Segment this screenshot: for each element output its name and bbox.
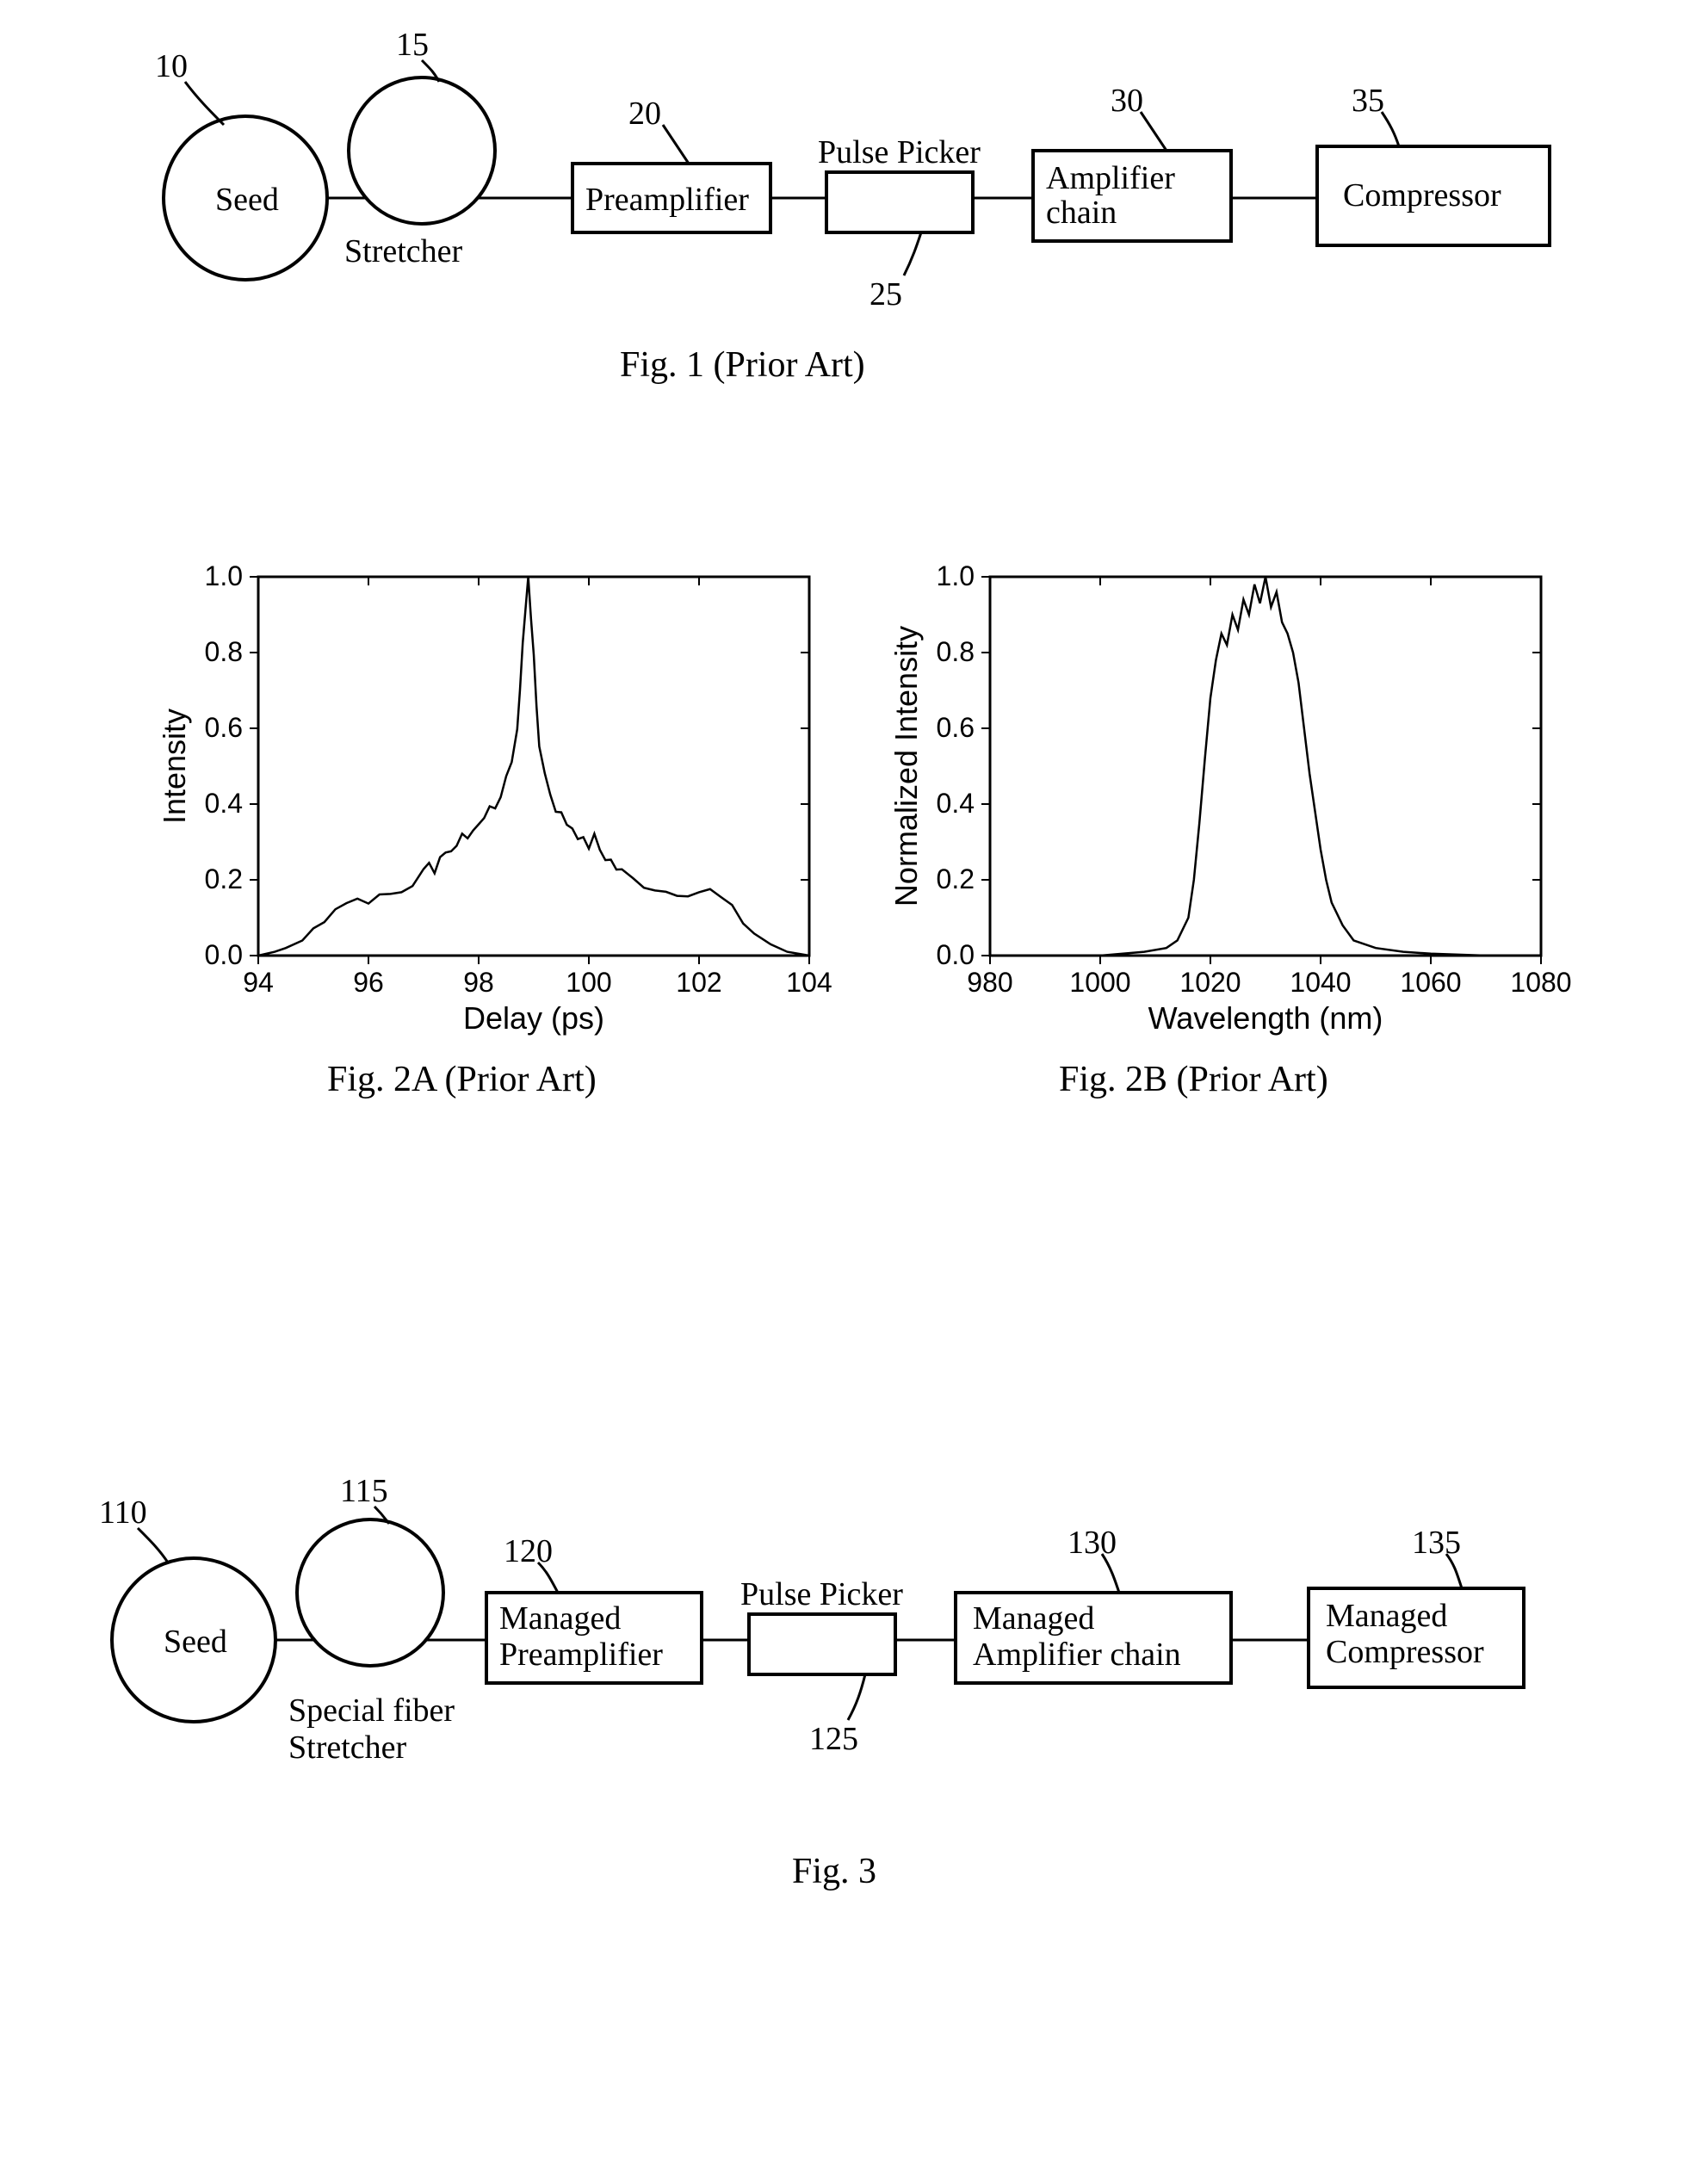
xtick-label: 98 <box>463 967 494 998</box>
fig3-picker-header: Pulse Picker <box>740 1575 903 1613</box>
fig3-amp-num: 130 <box>1068 1524 1117 1562</box>
fig3-callout-picker <box>848 1674 865 1720</box>
fig3-picker-num: 125 <box>809 1720 858 1758</box>
fig1-callout-picker <box>904 232 921 275</box>
xtick-label: 1020 <box>1179 967 1241 998</box>
data-trace <box>258 577 809 956</box>
fig1-callout-preamp <box>663 125 689 164</box>
xtick-label: 100 <box>566 967 611 998</box>
xtick-label: 96 <box>353 967 384 998</box>
fig3-stretcher-circle <box>297 1519 443 1666</box>
xtick-label: 980 <box>967 967 1012 998</box>
fig1-seed-num: 10 <box>155 47 188 85</box>
fig1-callout-comp <box>1382 112 1399 146</box>
xtick-label: 94 <box>243 967 274 998</box>
xlabel: Wavelength (nm) <box>1148 1000 1383 1036</box>
fig1-preamp-num: 20 <box>628 95 661 133</box>
ytick-label: 0.6 <box>937 712 975 743</box>
fig1-amp-text2: chain <box>1046 194 1117 232</box>
fig1-callout-seed <box>185 82 224 125</box>
fig1-callout-amp <box>1141 112 1167 151</box>
fig1-amp-num: 30 <box>1111 82 1143 120</box>
fig3-preamp-num: 120 <box>504 1532 553 1570</box>
xtick-label: 1080 <box>1510 967 1571 998</box>
fig3-preamp-text1: Managed <box>499 1600 621 1637</box>
fig1-picker-header: Pulse Picker <box>818 133 981 171</box>
fig1-preamp-text: Preamplifier <box>585 181 749 219</box>
xlabel: Delay (ps) <box>463 1000 604 1036</box>
fig3-caption: Fig. 3 <box>792 1851 876 1892</box>
fig3-stretcher-text2: Stretcher <box>288 1729 406 1767</box>
fig1-seed-text: Seed <box>215 181 279 219</box>
fig3-stretcher-text1: Special fiber <box>288 1692 455 1730</box>
fig2a-caption: Fig. 2A (Prior Art) <box>327 1059 597 1100</box>
fig3-picker-box <box>749 1614 895 1674</box>
fig1-caption: Fig. 1 (Prior Art) <box>620 344 865 386</box>
ytick-label: 0.6 <box>205 712 243 743</box>
fig2a-chart: 94 96 98 100 102 104 0.0 0.2 0.4 0.6 0.8 1.0 Delay (… <box>0 482 844 1085</box>
plot-frame <box>258 577 809 956</box>
ylabel: Normalized Intensity <box>888 626 924 907</box>
ytick-label: 1.0 <box>937 560 975 591</box>
fig3-stretcher-num: 115 <box>340 1472 388 1510</box>
fig3-seed-num: 110 <box>99 1494 147 1532</box>
fig1-stretcher-num: 15 <box>396 26 429 64</box>
fig3-amp-text1: Managed <box>973 1600 1094 1637</box>
fig3-preamp-text2: Preamplifier <box>499 1636 663 1674</box>
ytick-label: 1.0 <box>205 560 243 591</box>
fig3-comp-text1: Managed <box>1326 1597 1447 1635</box>
fig3-callout-seed <box>138 1528 168 1562</box>
ytick-label: 0.4 <box>937 788 975 819</box>
ytick-label: 0.2 <box>937 863 975 894</box>
xtick-label: 1040 <box>1290 967 1351 998</box>
ytick-label: 0.0 <box>205 939 243 970</box>
ytick-label: 0.4 <box>205 788 243 819</box>
fig1-stretcher-text: Stretcher <box>344 232 462 270</box>
xtick-label: 102 <box>676 967 721 998</box>
ylabel: Intensity <box>157 709 192 824</box>
fig1-comp-text: Compressor <box>1343 176 1501 214</box>
ytick-label: 0.8 <box>205 636 243 667</box>
plot-frame <box>990 577 1541 956</box>
fig2b-chart: 980 1000 1020 1040 1060 1080 0.0 0.2 0.4 0.6 0.8 1.… <box>861 482 1705 1085</box>
fig1-picker-num: 25 <box>869 275 902 313</box>
fig1-amp-text1: Amplifier <box>1046 159 1175 197</box>
fig2b-caption: Fig. 2B (Prior Art) <box>1059 1059 1328 1100</box>
page-root: 10 Seed 15 Stretcher 20 Preamplifier Pul… <box>0 0 1708 2172</box>
data-trace <box>990 577 1541 956</box>
fig1-picker-box <box>826 172 973 232</box>
fig1-comp-num: 35 <box>1352 82 1384 120</box>
xtick-label: 1000 <box>1069 967 1130 998</box>
fig3-amp-text2: Amplifier chain <box>973 1636 1181 1674</box>
fig1-stretcher-circle <box>349 77 495 224</box>
xtick-label: 1060 <box>1400 967 1461 998</box>
fig3-seed-text: Seed <box>164 1623 227 1661</box>
xtick-label: 104 <box>786 967 832 998</box>
fig3-comp-num: 135 <box>1412 1524 1461 1562</box>
ytick-label: 0.8 <box>937 636 975 667</box>
ytick-label: 0.0 <box>937 939 975 970</box>
fig3-comp-text2: Compressor <box>1326 1633 1484 1671</box>
ytick-label: 0.2 <box>205 863 243 894</box>
